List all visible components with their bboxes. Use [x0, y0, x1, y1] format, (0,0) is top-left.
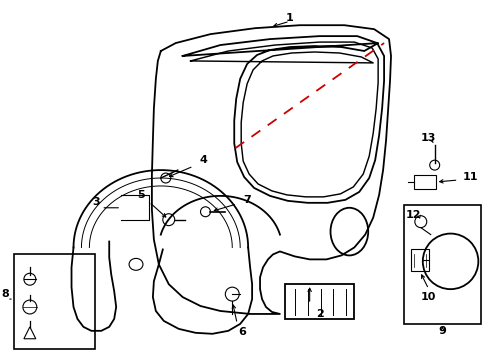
Bar — [410, 249, 428, 271]
Text: 6: 6 — [238, 327, 245, 337]
Text: 2: 2 — [315, 309, 323, 319]
Text: 8: 8 — [1, 289, 9, 299]
Text: 9: 9 — [438, 326, 446, 336]
Text: 13: 13 — [420, 133, 435, 143]
Text: 10: 10 — [420, 292, 435, 302]
Bar — [403, 205, 480, 324]
Text: 5: 5 — [137, 190, 144, 200]
Text: 12: 12 — [405, 210, 421, 220]
Text: 7: 7 — [243, 195, 250, 205]
Text: 4: 4 — [199, 155, 207, 165]
Text: 3: 3 — [92, 197, 100, 207]
Text: 1: 1 — [285, 13, 293, 23]
Bar — [14, 255, 95, 349]
Text: 11: 11 — [462, 172, 477, 182]
